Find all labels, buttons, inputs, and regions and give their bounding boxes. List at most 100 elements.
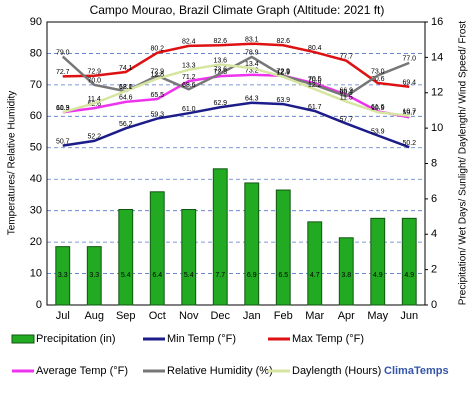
bar-label: 3.8 <box>341 272 351 279</box>
bar <box>118 208 134 306</box>
bar <box>275 189 291 306</box>
point-label: 64.3 <box>245 96 259 103</box>
point-label: 82.6 <box>213 38 227 45</box>
x-tick-label: Aug <box>84 310 104 322</box>
bar <box>401 217 417 306</box>
x-tick-label: Apr <box>338 310 355 322</box>
point-label: 69.4 <box>402 80 416 87</box>
bar <box>244 182 260 306</box>
x-tick-label: Sep <box>116 310 136 322</box>
x-tick-label: Jan <box>243 310 261 322</box>
y2-axis-label: Precipitation/ Wet Days/ Sunlight/ Dayle… <box>458 21 469 306</box>
y-tick-label: 50 <box>30 142 42 154</box>
x-tick-label: Mar <box>305 310 324 322</box>
bar-label: 4.7 <box>310 272 320 279</box>
point-label: 61.7 <box>308 104 322 111</box>
point-label: 50.7 <box>56 138 70 145</box>
point-label: 83.1 <box>245 37 259 44</box>
point-label: 72.7 <box>56 69 70 76</box>
bar-label: 6.9 <box>247 272 257 279</box>
x-tick-label: Nov <box>179 310 199 322</box>
point-label: 61.6 <box>371 104 385 111</box>
point-label: 63.9 <box>276 97 290 104</box>
point-label: 80.2 <box>150 46 164 53</box>
point-label: 72.9 <box>87 69 101 76</box>
line <box>62 42 410 89</box>
point-label: 56.2 <box>119 121 133 128</box>
point-label: 70.5 <box>308 76 322 83</box>
point-label: 70.6 <box>371 76 385 83</box>
point-label: 71.2 <box>182 74 196 81</box>
legend-label: Relative Humidity (%) <box>167 365 273 377</box>
line <box>62 101 410 149</box>
bar <box>338 237 354 306</box>
y-tick-label: 30 <box>30 205 42 217</box>
point-label: 73.2 <box>245 68 259 75</box>
point-label: 72.9 <box>276 69 290 76</box>
legend-label: Average Temp (°F) <box>36 365 128 377</box>
bar-label: 4.9 <box>373 272 383 279</box>
x-tick-label: May <box>367 310 388 322</box>
y-tick-label: 80 <box>30 47 42 59</box>
point-label: 66.4 <box>339 89 353 96</box>
bar-label: 5.4 <box>121 272 131 279</box>
point-label: 13.4 <box>245 61 259 68</box>
point-label: 12.1 <box>119 84 133 91</box>
bar-label: 3.3 <box>89 272 99 279</box>
point-label: 13.3 <box>182 63 196 70</box>
bar-label: 6.4 <box>152 272 162 279</box>
bar <box>86 246 102 306</box>
legend-label: Precipitation (in) <box>36 333 115 345</box>
chart-title: Campo Mourao, Brazil Climate Graph (Alti… <box>90 3 385 17</box>
y-tick-label: 40 <box>30 173 42 185</box>
point-label: 59.7 <box>402 110 416 117</box>
point-label: 72.9 <box>150 69 164 76</box>
legend-swatch <box>11 334 35 344</box>
line <box>62 73 410 119</box>
point-label: 82.6 <box>276 38 290 45</box>
point-label: 11.5 <box>340 94 353 101</box>
y2-tick-label: 16 <box>431 16 443 28</box>
y2-tick-label: 12 <box>431 87 443 99</box>
point-label: 12.8 <box>150 71 164 78</box>
bar <box>55 246 71 306</box>
point-label: 61.0 <box>182 106 196 113</box>
point-label: 10.7 <box>402 109 416 116</box>
point-label: 61.3 <box>56 105 70 112</box>
point-label: 79.0 <box>56 49 70 56</box>
bar-label: 3.3 <box>58 272 68 279</box>
y-tick-label: 0 <box>36 299 42 311</box>
point-label: 72.9 <box>276 69 290 76</box>
point-label: 74.1 <box>119 65 133 72</box>
point-label: 62.9 <box>213 100 227 107</box>
y2-tick-label: 0 <box>431 299 437 311</box>
y-tick-label: 20 <box>30 236 42 248</box>
y-tick-label: 60 <box>30 110 42 122</box>
legend-label: Daylength (Hours) <box>292 365 381 377</box>
y2-tick-label: 6 <box>431 193 437 205</box>
x-tick-label: Jul <box>56 310 70 322</box>
bar <box>370 217 386 306</box>
point-label: 59.3 <box>150 111 164 118</box>
legend-label: Max Temp (°F) <box>292 333 364 345</box>
point-label: 70.0 <box>308 78 322 85</box>
point-label: 12.2 <box>308 82 322 89</box>
point-label: 70.0 <box>87 78 101 85</box>
point-label: 68.6 <box>182 82 196 89</box>
point-label: 64.6 <box>119 95 133 102</box>
point-label: 68.0 <box>119 84 133 91</box>
point-label: 10.9 <box>56 105 70 112</box>
line <box>62 63 410 117</box>
bar <box>307 221 323 306</box>
point-label: 13.6 <box>213 57 227 64</box>
x-tick-label: Jun <box>400 310 418 322</box>
y2-tick-label: 4 <box>431 228 437 240</box>
bar <box>181 208 197 306</box>
x-tick-label: Oct <box>149 310 166 322</box>
point-label: 10.9 <box>371 105 385 112</box>
bar-label: 5.4 <box>184 272 194 279</box>
bar-label: 4.9 <box>404 272 414 279</box>
point-label: 82.4 <box>182 39 196 46</box>
point-label: 52.2 <box>87 134 101 141</box>
